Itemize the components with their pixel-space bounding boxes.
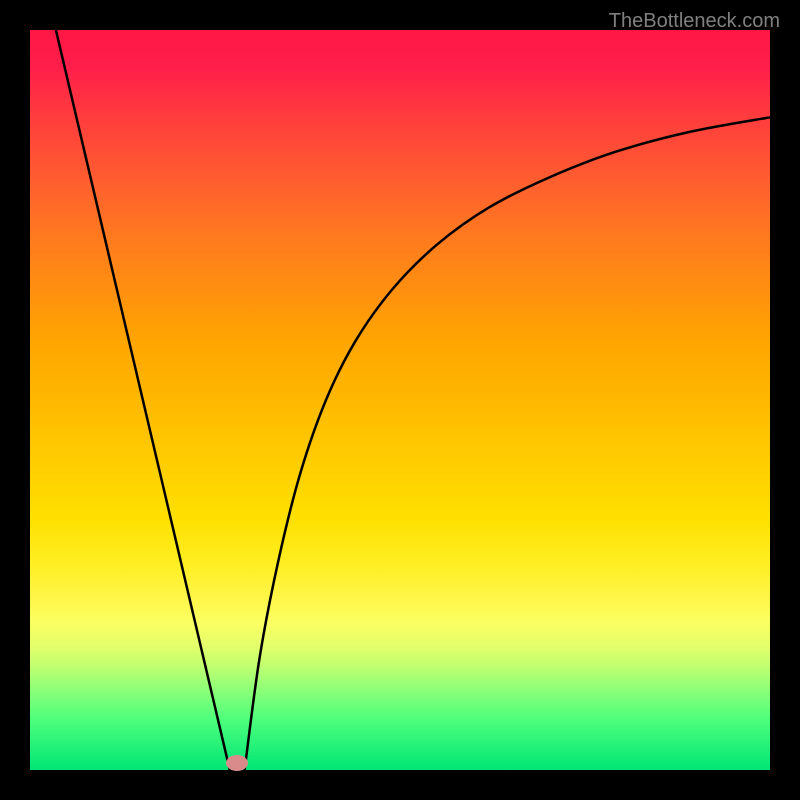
- watermark-text: TheBottleneck.com: [609, 10, 780, 33]
- curve-plot: [30, 30, 770, 770]
- minimum-marker: [226, 755, 248, 771]
- right-branch-curve: [245, 117, 770, 770]
- gradient-plot-area: [30, 30, 770, 770]
- left-branch-line: [56, 30, 230, 770]
